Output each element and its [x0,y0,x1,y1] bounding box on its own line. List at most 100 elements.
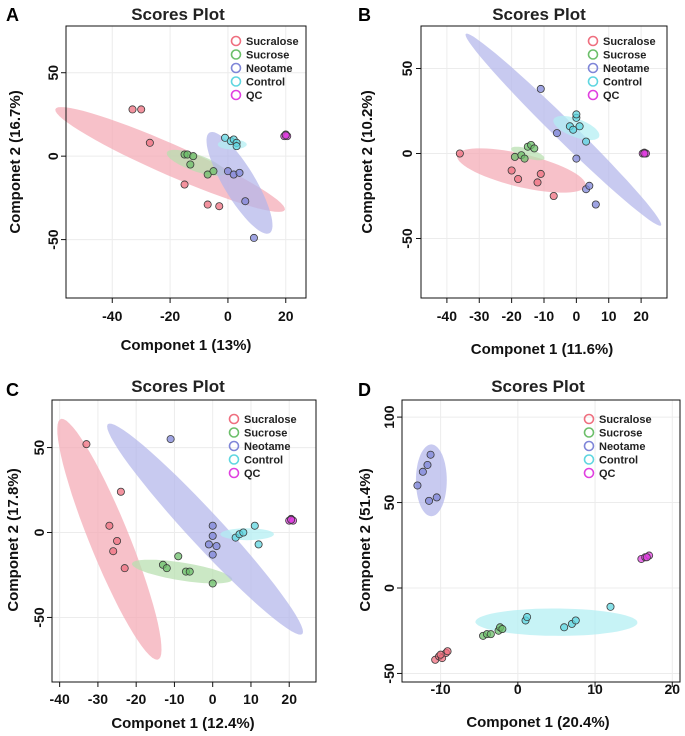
point-neotame [249,233,258,242]
panel-a-y-axis-label: Componet 2 (16.7%) [7,90,24,233]
legend-label-qc: QC [603,90,620,102]
panel-d-x-axis-label: Componet 1 (20.4%) [466,714,609,731]
confidence-ellipse-neotame [107,423,303,635]
panel-a-x-axis-label: Componet 1 (13%) [121,337,252,354]
point-control [575,122,584,131]
point-sucralose [549,191,558,200]
legend-marker-control [230,76,242,87]
panel-label-a: A [6,5,19,25]
confidence-ellipse-control [220,528,274,541]
panel-a-title: Scores Plot [131,5,225,24]
point-sucrose [162,564,171,573]
point-neotame [166,435,175,444]
point-qc [642,553,651,562]
point-neotame [572,154,581,163]
panel-d: D Scores Plot -10 0 10 20 -50 0 50 100 Compone… [357,377,681,731]
point-sucralose [113,537,122,546]
x-tick-label: 10 [601,308,617,324]
point-sucralose [109,547,118,556]
point-sucralose [180,180,189,189]
point-sucralose [82,440,91,449]
panel-d-y-ticks: -50 0 50 100 [381,405,402,684]
x-tick-label: 0 [224,308,232,324]
panel-a-points [128,105,292,242]
panel-b-y-axis-label: Componet 2 (10.2%) [359,90,376,233]
legend-marker-control [587,76,599,87]
point-neotame [426,450,435,459]
point-sucrose [498,625,507,634]
legend-marker-sucrose [587,49,599,60]
y-tick-label: 0 [399,149,415,157]
point-neotame [418,467,427,476]
panel-d-points [413,450,654,664]
y-tick-label: -50 [31,607,47,627]
x-tick-label: 20 [281,691,297,707]
point-sucrose [174,552,183,561]
panel-b: B Scores Plot -40 -30 -20 -10 0 10 20 -50 0 50 C… [358,5,668,358]
panel-a-plot-frame [65,25,307,299]
point-neotame [204,540,213,549]
point-neotame [536,84,545,93]
point-control [523,613,532,622]
confidence-ellipse-sucralose [57,418,162,660]
legend-marker-sucrose [583,427,595,438]
legend-label-neotame: Neotame [244,441,290,453]
panel-d-y-axis-label: Componet 2 (51.4%) [357,468,374,611]
y-tick-label: 50 [399,61,415,77]
point-sucrose [185,567,194,576]
point-qc [640,149,649,158]
legend-marker-qc [230,89,242,101]
point-sucralose [507,166,516,175]
point-sucralose [443,647,452,656]
x-tick-label: 0 [572,308,580,324]
legend-label-neotame: Neotame [603,63,649,75]
panel-d-grid [402,400,680,682]
point-sucrose [209,167,218,176]
y-tick-label: 50 [45,65,61,81]
x-tick-label: 0 [514,681,522,697]
y-tick-label: -50 [399,228,415,248]
point-sucralose [128,105,137,114]
point-neotame [413,481,422,490]
point-sucralose [145,138,154,147]
x-tick-label: -40 [50,691,70,707]
point-qc [281,131,290,140]
point-sucrose [189,152,198,161]
point-neotame [241,197,250,206]
point-sucrose [186,160,195,169]
point-sucralose [533,178,542,187]
x-tick-label: 10 [587,681,603,697]
y-tick-label: 100 [381,405,397,429]
point-neotame [235,168,244,177]
point-neotame [208,550,217,559]
point-control [582,137,591,146]
x-tick-label: 20 [633,308,649,324]
legend-label-qc: QC [244,468,261,480]
x-tick-label: -20 [160,308,180,324]
legend-marker-sucrose [228,427,240,438]
point-control [232,142,241,151]
panel-a-y-ticks: -50 0 50 [45,65,66,250]
point-sucrose [530,144,539,153]
panel-b-x-ticks: -40 -30 -20 -10 0 10 20 [437,298,649,324]
point-sucralose [514,174,523,183]
point-neotame [552,129,561,138]
panel-c-y-ticks: -50 0 50 [31,440,52,628]
x-tick-label: 20 [664,681,680,697]
point-control [606,602,615,611]
legend-marker-qc [583,467,595,479]
legend-label-control: Control [246,77,285,89]
point-control [239,528,248,537]
y-tick-label: 0 [31,528,47,536]
legend-label-neotame: Neotame [246,63,292,75]
confidence-ellipse-sucrose [511,146,545,161]
x-tick-label: -10 [430,681,450,697]
panel-c: C Scores Plot -40 -30 -20 -10 0 10 20 -50 0 50 C… [5,377,317,732]
point-control [569,125,578,134]
point-neotame [208,521,217,530]
panel-d-plot-frame [401,399,681,683]
x-tick-label: 10 [243,691,259,707]
point-neotame [425,496,434,505]
